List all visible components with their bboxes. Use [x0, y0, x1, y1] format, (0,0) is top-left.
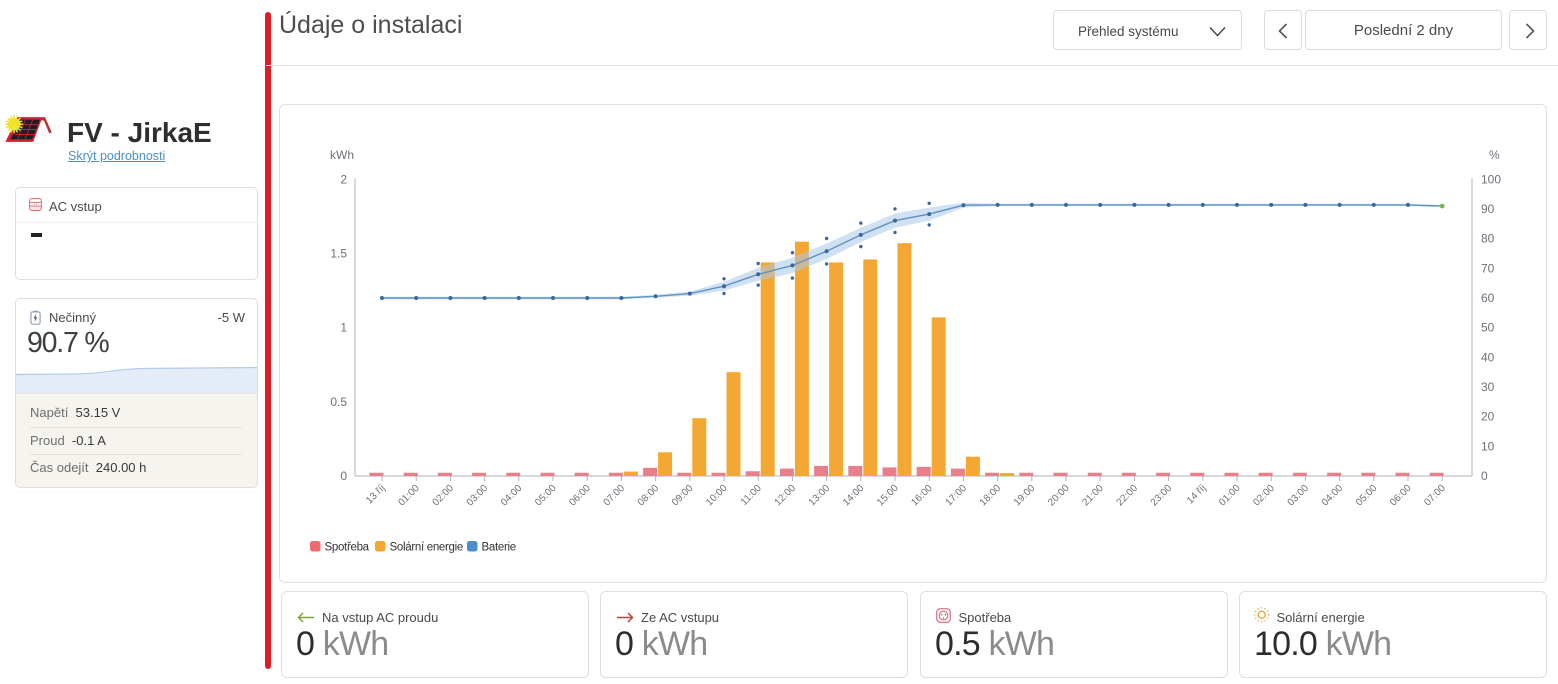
svg-text:05:00: 05:00	[533, 483, 559, 509]
svg-text:20:00: 20:00	[1046, 483, 1072, 509]
svg-text:13 říj: 13 říj	[364, 483, 388, 507]
svg-text:10:00: 10:00	[704, 483, 730, 509]
svg-text:04:00: 04:00	[1320, 483, 1346, 509]
svg-text:16:00: 16:00	[909, 483, 935, 509]
svg-text:60: 60	[1481, 291, 1495, 305]
svg-text:%: %	[1489, 148, 1500, 162]
svg-text:kWh: kWh	[330, 148, 354, 162]
svg-text:11:00: 11:00	[739, 483, 764, 508]
svg-text:30: 30	[1481, 380, 1495, 394]
svg-text:0: 0	[340, 469, 347, 483]
svg-text:80: 80	[1481, 232, 1495, 246]
svg-text:0.5: 0.5	[330, 395, 347, 409]
svg-text:05:00: 05:00	[1354, 483, 1380, 509]
svg-text:Baterie: Baterie	[482, 542, 516, 554]
svg-text:04:00: 04:00	[499, 483, 525, 509]
svg-text:08:00: 08:00	[636, 483, 662, 509]
svg-text:03:00: 03:00	[465, 483, 491, 509]
svg-text:01:00: 01:00	[1217, 483, 1243, 509]
svg-text:02:00: 02:00	[431, 483, 457, 509]
svg-text:1: 1	[340, 321, 347, 335]
svg-text:14 říj: 14 říj	[1185, 483, 1209, 507]
svg-text:0: 0	[1481, 469, 1488, 483]
svg-text:Spotřeba: Spotřeba	[325, 542, 370, 554]
svg-text:Solární energie: Solární energie	[390, 542, 464, 554]
svg-text:19:00: 19:00	[1012, 483, 1038, 509]
svg-text:70: 70	[1481, 261, 1495, 275]
svg-text:09:00: 09:00	[670, 483, 696, 509]
svg-text:2: 2	[340, 172, 347, 186]
svg-text:03:00: 03:00	[1286, 483, 1312, 509]
svg-text:14:00: 14:00	[841, 483, 867, 509]
svg-text:20: 20	[1481, 410, 1495, 424]
svg-text:22:00: 22:00	[1115, 483, 1141, 509]
svg-text:13:00: 13:00	[807, 483, 833, 509]
svg-text:06:00: 06:00	[1388, 483, 1414, 509]
svg-text:1.5: 1.5	[330, 247, 347, 261]
svg-text:07:00: 07:00	[1422, 483, 1448, 509]
svg-text:07:00: 07:00	[602, 483, 628, 509]
svg-text:21:00: 21:00	[1080, 483, 1106, 509]
svg-text:02:00: 02:00	[1251, 483, 1277, 509]
svg-text:15:00: 15:00	[875, 483, 901, 509]
svg-text:06:00: 06:00	[567, 483, 593, 509]
svg-text:17:00: 17:00	[944, 483, 970, 509]
svg-text:12:00: 12:00	[773, 483, 799, 509]
svg-text:100: 100	[1481, 172, 1501, 186]
svg-text:10: 10	[1481, 439, 1495, 453]
svg-text:01:00: 01:00	[396, 483, 422, 509]
svg-text:40: 40	[1481, 350, 1495, 364]
svg-text:50: 50	[1481, 321, 1495, 335]
svg-text:23:00: 23:00	[1149, 483, 1175, 509]
svg-text:90: 90	[1481, 202, 1495, 216]
svg-text:18:00: 18:00	[978, 483, 1004, 509]
